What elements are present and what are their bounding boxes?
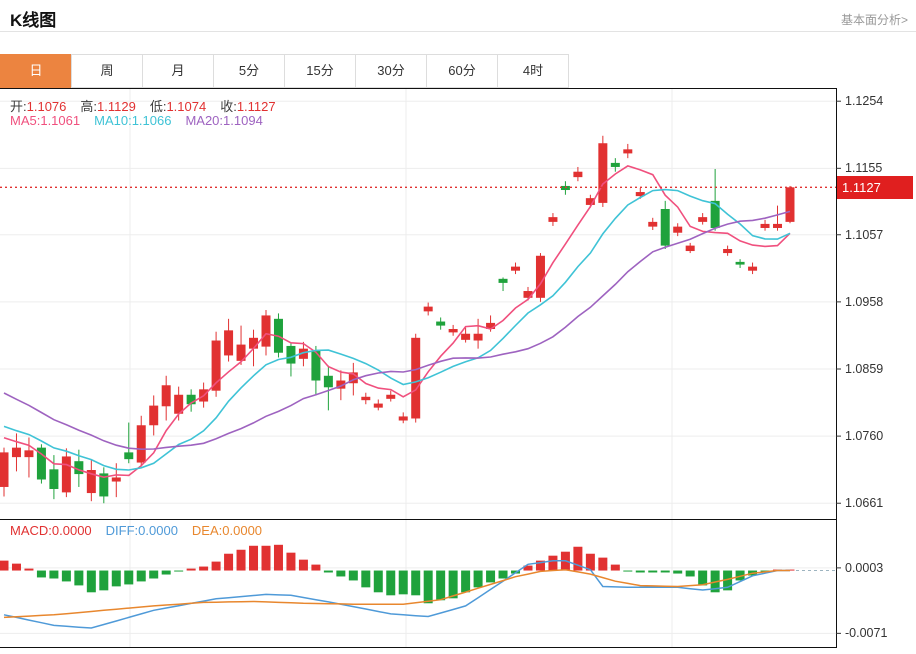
header-divider <box>0 31 916 32</box>
legend-label: MACD: <box>10 523 52 538</box>
legend-label: DIFF: <box>105 523 139 538</box>
legend-label: 低: <box>149 99 167 114</box>
legend-label: 收: <box>220 99 237 114</box>
y-axis-label: 1.0760 <box>845 429 884 444</box>
tab-month[interactable]: 月 <box>142 54 214 88</box>
legend-value: 0.0000 <box>51 523 92 538</box>
y-axis-label: 1.1155 <box>845 161 883 176</box>
fundamental-analysis-link[interactable]: 基本面分析> <box>840 13 908 27</box>
legend-label: MA10: <box>94 113 132 128</box>
legend-label: 开: <box>10 99 27 114</box>
page-title: K线图 <box>10 11 57 30</box>
y-axis-label: 1.0958 <box>845 294 884 309</box>
tab-5min[interactable]: 5分 <box>213 54 285 88</box>
legend-value: 1.1127 <box>236 99 276 114</box>
kline-chart-canvas[interactable] <box>0 88 916 649</box>
tab-60min[interactable]: 60分 <box>426 54 498 88</box>
kline-chart[interactable] <box>0 88 916 649</box>
legend-value: 1.1074 <box>166 99 207 114</box>
macd-readout: MACD:0.0000 DIFF:0.0000 DEA:0.0000 <box>10 523 276 538</box>
legend-value: 1.1129 <box>97 99 136 114</box>
y-axis-label: -0.0071 <box>845 626 888 641</box>
legend-label: DEA: <box>191 523 223 538</box>
legend-value: 0.0000 <box>222 523 263 538</box>
y-axis-label: 0.0003 <box>845 560 884 575</box>
y-axis-label: 1.0661 <box>845 496 884 511</box>
tab-week[interactable]: 周 <box>71 54 143 88</box>
last-price-badge: 1.1127 <box>837 175 913 199</box>
legend-value: 1.1061 <box>40 113 81 128</box>
legend-value: 1.1066 <box>131 113 172 128</box>
legend-label: 高: <box>80 99 98 114</box>
tab-4hour[interactable]: 4时 <box>497 54 569 88</box>
legend-value: 0.0000 <box>138 523 178 538</box>
legend-value: 1.1094 <box>223 113 263 128</box>
y-axis-label: 1.1057 <box>845 227 884 242</box>
legend-label: MA5: <box>10 113 41 128</box>
tab-day[interactable]: 日 <box>0 54 72 88</box>
legend-value: 1.1076 <box>26 99 67 114</box>
ma-readout: MA5:1.1061 MA10:1.1066 MA20:1.1094 <box>10 113 277 128</box>
timeframe-tabs: 日周月 5分 15分 30分 60分 4时 <box>0 54 569 88</box>
tab-30min[interactable]: 30分 <box>355 54 427 88</box>
ohlc-readout: 开:1.1076 高:1.1129 低:1.1074 收:1.1127 <box>10 96 290 115</box>
legend-label: MA20: <box>185 113 224 128</box>
tab-15min[interactable]: 15分 <box>284 54 356 88</box>
y-axis-label: 1.1254 <box>845 94 884 109</box>
y-axis-label: 1.0859 <box>845 361 884 376</box>
